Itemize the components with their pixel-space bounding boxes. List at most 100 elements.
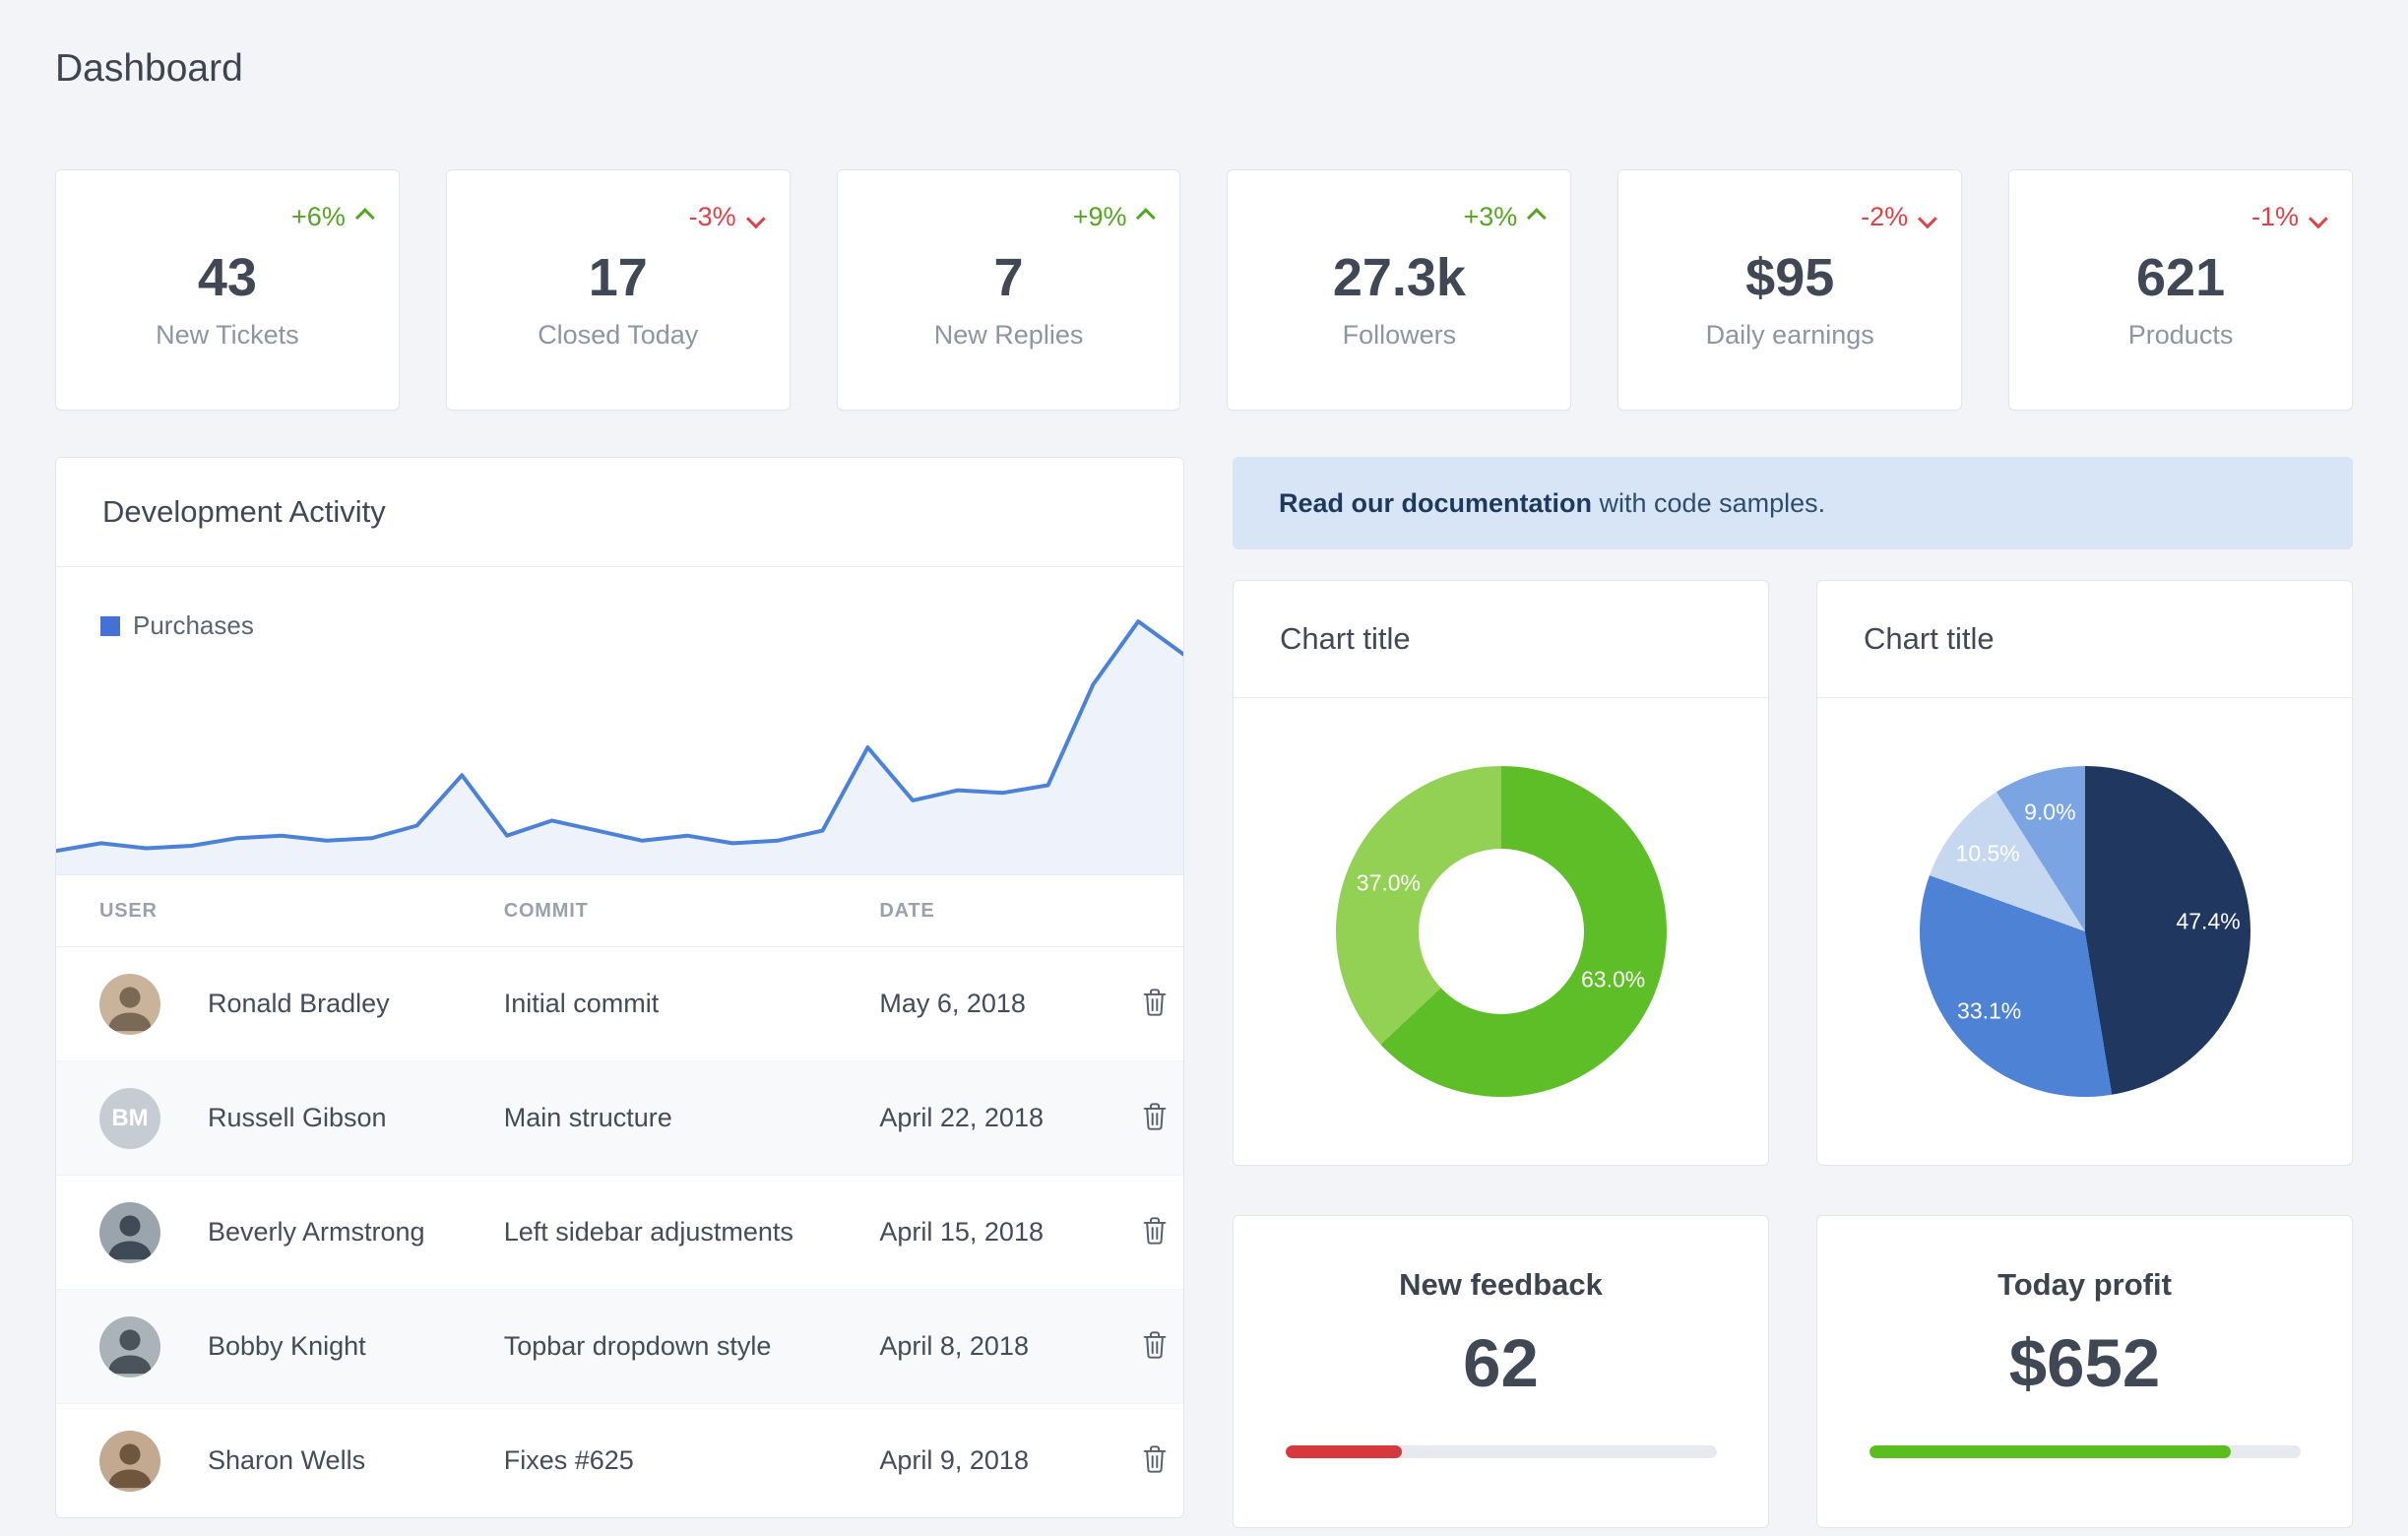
stat-label: New Tickets	[156, 320, 299, 350]
stat-value: $95	[1745, 248, 1835, 307]
user-name: Bobby Knight	[208, 1331, 366, 1361]
trend-down-icon	[745, 209, 766, 228]
col-header-commit: COMMIT	[460, 874, 837, 947]
stat-delta: -2%	[1861, 202, 1937, 232]
commits-table: USER COMMIT DATE Ronald Bradley Initial …	[56, 874, 1183, 1517]
table-row: BM Russell Gibson Main structure April 22…	[56, 1060, 1183, 1176]
stat-card-closed-today: -3% 17 Closed Today	[445, 169, 791, 411]
new-feedback-title: New feedback	[1399, 1267, 1603, 1302]
slice-label: 47.4%	[2176, 908, 2241, 934]
trash-icon	[1143, 1445, 1167, 1473]
stat-card-new-replies: +9% 7 New Replies	[836, 169, 1181, 411]
purchases-legend-swatch	[100, 615, 120, 636]
col-header-date: DATE	[836, 874, 1083, 947]
slice-label: 63.0%	[1580, 966, 1646, 992]
stat-delta: +6%	[291, 202, 375, 232]
table-row: Beverly Armstrong Left sidebar adjustmen…	[56, 1175, 1183, 1290]
new-feedback-value: 62	[1463, 1325, 1539, 1401]
stat-value: 7	[993, 248, 1024, 307]
commit-date: April 8, 2018	[836, 1289, 1083, 1404]
delete-commit-button[interactable]	[1135, 1324, 1174, 1369]
feedback-progress-fill	[1285, 1445, 1402, 1458]
user-name: Sharon Wells	[208, 1445, 366, 1475]
trash-icon	[1143, 1217, 1167, 1245]
slice-label: 10.5%	[1955, 840, 2020, 866]
today-profit-card: Today profit $652	[1816, 1215, 2353, 1528]
table-row: Bobby Knight Topbar dropdown style April…	[56, 1289, 1183, 1404]
pie-chart-title: Chart title	[1817, 581, 2352, 698]
avatar	[99, 1201, 160, 1263]
documentation-link[interactable]: Read our documentation	[1279, 487, 1593, 518]
stat-value: 27.3k	[1332, 248, 1466, 307]
alert-text: with code samples.	[1592, 487, 1826, 518]
profit-progress-track	[1869, 1445, 2301, 1458]
stat-delta: +9%	[1072, 202, 1157, 232]
stat-value: 621	[2136, 248, 2226, 307]
stat-label: New Replies	[933, 320, 1084, 350]
stat-delta: +3%	[1463, 202, 1548, 232]
user-name: Ronald Bradley	[208, 989, 390, 1018]
purchases-chart-svg	[56, 619, 1183, 874]
new-feedback-card: New feedback 62	[1233, 1215, 1769, 1528]
slice-label: 33.1%	[1957, 997, 2022, 1024]
feedback-progress-track	[1285, 1445, 1717, 1458]
legend-item-purchases[interactable]: Purchases	[100, 610, 254, 641]
trash-icon	[1143, 989, 1167, 1016]
delete-commit-button[interactable]	[1135, 1096, 1174, 1140]
stats-row: +6% 43 New Tickets -3% 17 Closed Today +…	[55, 169, 2353, 411]
stat-label: Closed Today	[538, 320, 699, 350]
stat-delta-text: +9%	[1072, 202, 1127, 231]
trend-up-icon	[1527, 207, 1548, 227]
stat-delta-text: +3%	[1463, 202, 1518, 231]
slice-label: 37.0%	[1356, 869, 1421, 896]
col-header-actions	[1082, 874, 1183, 947]
commit-message: Fixes #625	[460, 1403, 837, 1517]
documentation-alert: Read our documentation with code samples…	[1233, 457, 2353, 549]
avatar	[99, 973, 160, 1035]
stat-delta: -1%	[2250, 202, 2328, 232]
stat-delta-text: -2%	[1861, 202, 1909, 231]
stat-delta-text: +6%	[291, 202, 346, 231]
delete-commit-button[interactable]	[1135, 1210, 1174, 1254]
purchases-legend-label: Purchases	[133, 610, 254, 640]
col-header-user: USER	[56, 874, 461, 947]
trend-up-icon	[354, 207, 375, 227]
donut-chart: 63.0% 37.0%	[1335, 766, 1667, 1097]
pie-chart-card: Chart title 47.4% 33.1% 10.5% 9.0%	[1816, 580, 2353, 1166]
commit-message: Initial commit	[503, 989, 660, 1018]
commit-message: Topbar dropdown style	[460, 1289, 837, 1404]
stat-delta-text: -1%	[2250, 202, 2299, 231]
pie-chart: 47.4% 33.1% 10.5% 9.0%	[1919, 766, 2250, 1097]
trash-icon	[1143, 1103, 1167, 1130]
delete-commit-button[interactable]	[1135, 982, 1174, 1026]
stat-card-daily-earnings: -2% $95 Daily earnings	[1617, 169, 1963, 411]
stat-delta-text: -3%	[688, 202, 736, 231]
user-name: Beverly Armstrong	[208, 1217, 425, 1247]
profit-progress-fill	[1869, 1445, 2232, 1458]
today-profit-title: Today profit	[1997, 1267, 2172, 1302]
development-activity-panel: Development Activity Purchases USER COMM…	[55, 457, 1184, 1518]
commit-message: Main structure	[460, 1060, 837, 1176]
stat-card-new-tickets: +6% 43 New Tickets	[55, 169, 400, 411]
table-row: Sharon Wells Fixes #625 April 9, 2018	[56, 1403, 1183, 1517]
stat-label: Daily earnings	[1705, 320, 1874, 350]
stat-value: 43	[197, 248, 257, 307]
trash-icon	[1143, 1331, 1167, 1359]
purchases-area-chart: Purchases	[56, 567, 1183, 874]
stat-label: Followers	[1342, 320, 1457, 350]
delete-commit-button[interactable]	[1135, 1439, 1174, 1483]
avatar: BM	[99, 1087, 160, 1149]
user-name: Russell Gibson	[208, 1103, 387, 1132]
commit-date: April 9, 2018	[836, 1403, 1083, 1517]
trend-down-icon	[1918, 209, 1937, 228]
stat-delta: -3%	[688, 202, 766, 232]
table-row: Ronald Bradley Initial commit May 6, 201…	[56, 947, 1183, 1061]
stat-value: 17	[588, 248, 648, 307]
avatar	[99, 1315, 160, 1377]
stat-label: Products	[2127, 320, 2234, 350]
development-activity-title: Development Activity	[56, 458, 1183, 567]
stat-card-followers: +3% 27.3k Followers	[1227, 169, 1572, 411]
page-title: Dashboard	[55, 47, 243, 90]
avatar	[99, 1430, 160, 1492]
